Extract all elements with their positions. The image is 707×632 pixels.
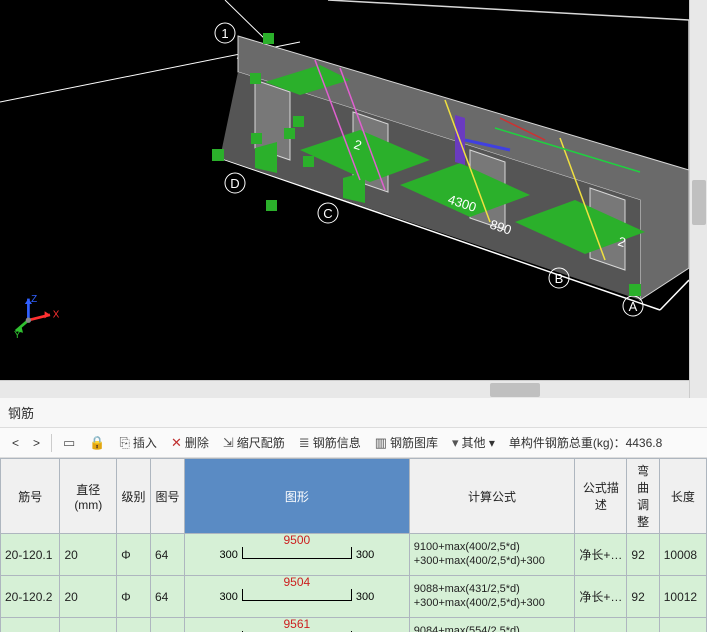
lock-icon: 🔒 [89, 435, 105, 451]
cell-grade[interactable]: Φ [117, 618, 151, 632]
cell-dia[interactable]: 20 [60, 576, 117, 618]
cell-len[interactable]: 10008 [659, 534, 706, 576]
select-btn[interactable]: ▭ [57, 431, 81, 455]
grid-label-a: A [623, 296, 643, 316]
cell-formula[interactable]: 9084+max(554/2,5*d) +300+max(400/2,5*d)+… [409, 618, 575, 632]
svg-text:A: A [629, 299, 638, 314]
total-weight: 单构件钢筋总重(kg)：4436.8 [509, 434, 662, 451]
delete-icon: ✕ [171, 435, 182, 451]
svg-text:D: D [230, 176, 239, 191]
svg-text:X: X [53, 310, 59, 321]
cell-desc[interactable]: 净长+… [575, 576, 627, 618]
cell-shape_no[interactable]: 64 [150, 576, 184, 618]
table-row[interactable]: 20-120.320Φ6430095613009084+max(554/2,5*… [1, 618, 707, 632]
col-no[interactable]: 筋号 [1, 459, 60, 534]
cell-bend[interactable]: 92 [627, 534, 659, 576]
scale-btn[interactable]: ⇲缩尺配筋 [217, 430, 291, 455]
viewport-scroll-h[interactable] [0, 380, 689, 398]
cell-len[interactable]: 10012 [659, 576, 706, 618]
nav-next-button[interactable]: > [27, 432, 46, 454]
lock-btn[interactable]: 🔒 [83, 431, 111, 455]
rebar-info-btn[interactable]: ≣钢筋信息 [293, 430, 367, 455]
cell-len[interactable]: 10069 [659, 618, 706, 632]
grid-label-d: D [225, 173, 245, 193]
rebar-lib-btn[interactable]: ▥钢筋图库 [369, 430, 444, 455]
svg-text:C: C [323, 206, 332, 221]
scale-icon: ⇲ [223, 435, 234, 451]
insert-icon: ⎘ [120, 435, 130, 451]
table-row[interactable]: 20-120.120Φ6430095003009100+max(400/2,5*… [1, 534, 707, 576]
cell-no[interactable]: 20-120.1 [1, 534, 60, 576]
rebar-panel: 钢筋 < > ▭ 🔒 ⎘插入 ✕删除 ⇲缩尺配筋 ≣钢筋信息 ▥钢筋图库 ▾其他… [0, 398, 707, 632]
axis-triad: X Y Z [14, 295, 59, 340]
col-grade[interactable]: 级别 [117, 459, 151, 534]
info-icon: ≣ [299, 435, 310, 451]
select-icon: ▭ [63, 435, 75, 451]
col-bend[interactable]: 弯曲调整 [627, 459, 659, 534]
col-formula[interactable]: 计算公式 [409, 459, 575, 534]
nav-prev-button[interactable]: < [6, 432, 25, 454]
cell-dia[interactable]: 20 [60, 534, 117, 576]
grid-label-1: 1 [215, 23, 235, 43]
delete-btn[interactable]: ✕删除 [165, 430, 215, 455]
cell-bend[interactable]: 92 [627, 576, 659, 618]
col-shape[interactable]: 图形 [185, 459, 410, 534]
col-dia[interactable]: 直径(mm) [60, 459, 117, 534]
model-viewport[interactable]: 1 D C B A 2 4300 890 2 X [0, 0, 707, 398]
cell-no[interactable]: 20-120.3 [1, 618, 60, 632]
cell-grade[interactable]: Φ [117, 534, 151, 576]
svg-text:Z: Z [31, 295, 37, 305]
cell-shape[interactable]: 3009504300 [185, 576, 410, 618]
col-shape_no[interactable]: 图号 [150, 459, 184, 534]
cell-bend[interactable]: 92 [627, 618, 659, 632]
other-icon: ▾ [452, 435, 459, 451]
cell-shape[interactable]: 3009500300 [185, 534, 410, 576]
col-len[interactable]: 长度 [659, 459, 706, 534]
rebar-table[interactable]: 筋号直径(mm)级别图号图形计算公式公式描述弯曲调整长度 20-120.120Φ… [0, 458, 707, 632]
svg-text:1: 1 [221, 26, 228, 41]
svg-text:Y: Y [14, 330, 21, 340]
cell-desc[interactable]: 净长+… [575, 534, 627, 576]
cell-no[interactable]: 20-120.2 [1, 576, 60, 618]
toolbar: < > ▭ 🔒 ⎘插入 ✕删除 ⇲缩尺配筋 ≣钢筋信息 ▥钢筋图库 ▾其他 ▾ … [0, 428, 707, 458]
col-desc[interactable]: 公式描述 [575, 459, 627, 534]
cell-shape_no[interactable]: 64 [150, 618, 184, 632]
cell-dia[interactable]: 20 [60, 618, 117, 632]
cell-desc[interactable]: 净长+… [575, 618, 627, 632]
table-row[interactable]: 20-120.220Φ6430095043009088+max(431/2,5*… [1, 576, 707, 618]
cell-formula[interactable]: 9100+max(400/2,5*d) +300+max(400/2,5*d)+… [409, 534, 575, 576]
cell-grade[interactable]: Φ [117, 576, 151, 618]
grid-scroll[interactable]: 筋号直径(mm)级别图号图形计算公式公式描述弯曲调整长度 20-120.120Φ… [0, 458, 707, 632]
panel-title: 钢筋 [0, 398, 707, 428]
library-icon: ▥ [375, 435, 387, 451]
svg-text:B: B [555, 271, 564, 286]
other-btn[interactable]: ▾其他 ▾ [446, 430, 501, 455]
model-canvas[interactable]: 1 D C B A 2 4300 890 2 [0, 0, 689, 380]
cell-shape_no[interactable]: 64 [150, 534, 184, 576]
grid-label-c: C [318, 203, 338, 223]
viewport-scroll-v[interactable] [689, 0, 707, 398]
cell-shape[interactable]: 3009561300 [185, 618, 410, 632]
cell-formula[interactable]: 9088+max(431/2,5*d) +300+max(400/2,5*d)+… [409, 576, 575, 618]
insert-btn[interactable]: ⎘插入 [114, 430, 163, 455]
